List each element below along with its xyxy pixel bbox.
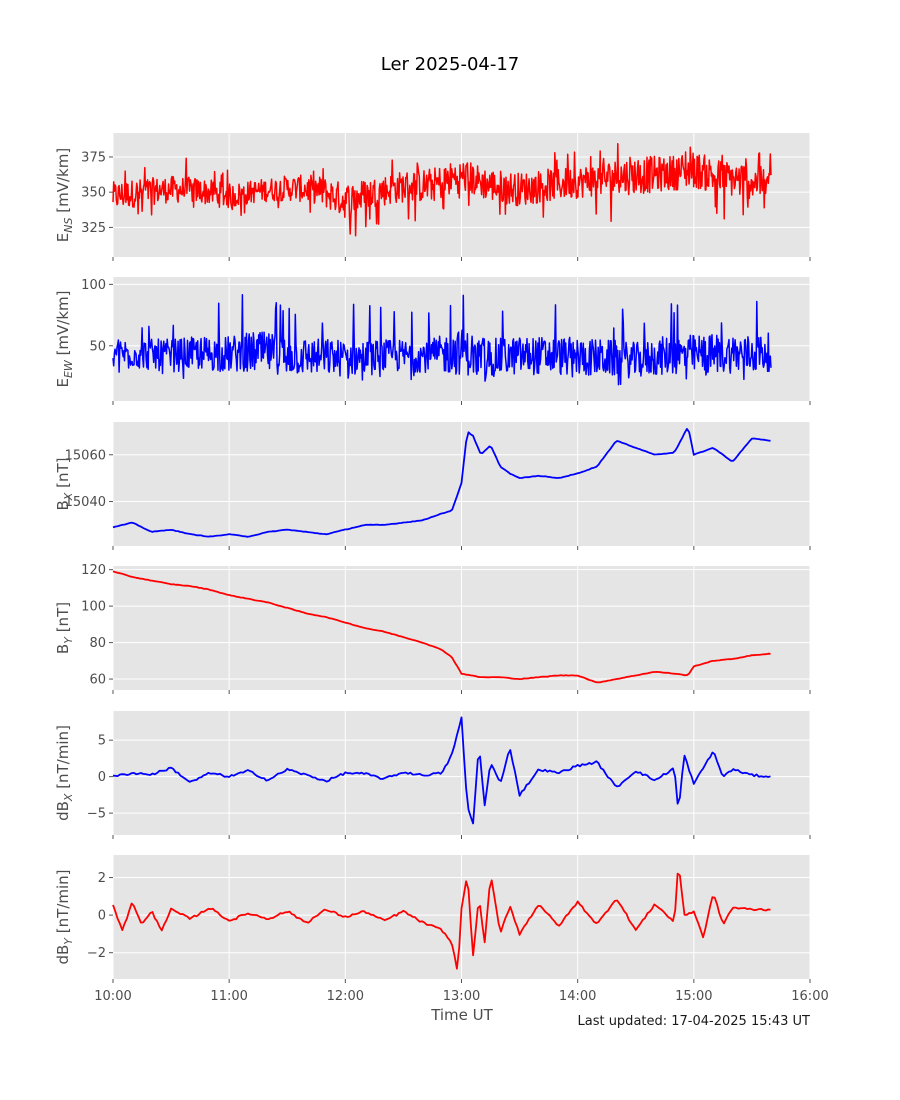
y-tick-label: −5 — [87, 807, 106, 822]
y-tick-label: 15040 — [65, 495, 106, 510]
y-axis-label-sub: X — [62, 793, 75, 802]
y-axis-label-unit: [mV/km] — [54, 148, 72, 218]
panel-2: 50 100 EEW [mV/km] — [54, 277, 811, 405]
y-axis-label-unit: [nT/min] — [54, 869, 72, 937]
y-tick-label: 375 — [81, 150, 106, 165]
panel-1: 325 350 375 ENS [mV/km] — [54, 133, 811, 261]
y-axis-label-sub: Y — [62, 636, 75, 644]
y-axis-label-unit: [nT] — [54, 458, 72, 493]
y-axis-label-unit: [nT/min] — [54, 725, 72, 793]
y-axis-label-sub: EW — [62, 359, 75, 378]
x-tick-label: 11:00 — [210, 989, 247, 1004]
y-axis-label: EEW [mV/km] — [54, 290, 75, 387]
data-line — [112, 716, 771, 825]
data-line — [112, 427, 771, 538]
y-axis-label-sub: Y — [62, 937, 75, 945]
y-tick-label: 0 — [98, 909, 106, 924]
y-tick-label: 2 — [98, 871, 106, 886]
panel-6: −2 0 2 dBY [nT/min] — [54, 855, 811, 983]
y-axis-label-main: dB — [54, 945, 72, 965]
data-line — [112, 872, 771, 970]
y-axis-label-main: B — [54, 500, 72, 510]
data-line — [112, 293, 772, 386]
last-updated-text: Last updated: 17-04-2025 15:43 UT — [577, 1014, 810, 1029]
panel-5: −5 0 5 dBX [nT/min] — [54, 711, 811, 839]
y-tick-label: 60 — [89, 673, 106, 688]
x-tick-label: 10:00 — [94, 989, 131, 1004]
y-axis-label: BY [nT] — [54, 602, 75, 654]
y-axis-label-main: E — [54, 233, 72, 242]
y-tick-label: 50 — [89, 339, 106, 354]
panel-4: 60 80 100 120 BY [nT] — [54, 563, 811, 694]
y-axis-label-unit: [mV/km] — [54, 290, 72, 360]
data-line — [112, 570, 771, 684]
y-axis-label-main: E — [54, 378, 72, 387]
y-tick-label: −2 — [87, 946, 106, 961]
x-tick-label: 16:00 — [791, 989, 828, 1004]
y-axis-label-sub: NS — [62, 217, 75, 232]
y-tick-label: 100 — [81, 278, 106, 293]
y-axis-label-main: B — [54, 644, 72, 654]
y-tick-label: 5 — [98, 734, 106, 749]
y-axis-label-unit: [nT] — [54, 602, 72, 637]
y-tick-label: 120 — [81, 563, 106, 578]
y-tick-label: 350 — [81, 186, 106, 201]
y-tick-label: 0 — [98, 770, 106, 785]
y-tick-label: 100 — [81, 600, 106, 615]
x-axis-label: Time UT — [430, 1006, 493, 1024]
y-axis-label: BX [nT] — [54, 458, 75, 511]
y-axis-label: dBX [nT/min] — [54, 725, 75, 821]
y-tick-label: 325 — [81, 221, 106, 236]
figure-title: Ler 2025-04-17 — [381, 54, 520, 75]
y-axis-label: ENS [mV/km] — [54, 148, 75, 242]
y-axis-label-main: dB — [54, 801, 72, 821]
x-tick-label: 15:00 — [675, 989, 712, 1004]
y-axis-label-sub: X — [62, 492, 75, 501]
y-tick-label: 15060 — [65, 448, 106, 463]
data-line — [112, 143, 772, 237]
y-tick-label: 80 — [89, 636, 106, 651]
x-tick-label: 13:00 — [443, 989, 480, 1004]
x-tick-label: 12:00 — [327, 989, 364, 1004]
y-axis-label: dBY [nT/min] — [54, 869, 75, 964]
x-tick-label: 14:00 — [559, 989, 596, 1004]
